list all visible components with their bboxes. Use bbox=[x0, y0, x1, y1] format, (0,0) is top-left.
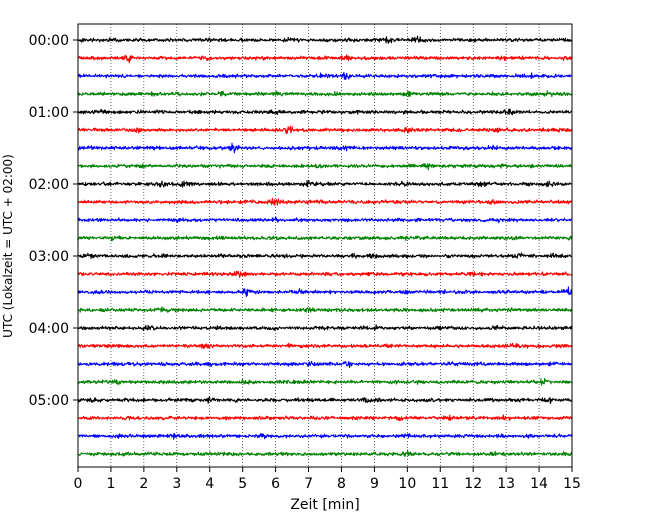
plot-frame bbox=[77, 23, 573, 468]
trace-line bbox=[77, 125, 573, 135]
x-tick-label: 13 bbox=[497, 476, 515, 492]
x-tick-label: 12 bbox=[464, 476, 482, 492]
x-tick-label: 2 bbox=[139, 476, 148, 492]
x-tick-label: 3 bbox=[172, 476, 181, 492]
trace-line bbox=[77, 216, 573, 224]
x-tick-label: 11 bbox=[431, 476, 449, 492]
y-tick-label: 05:00 bbox=[29, 393, 69, 409]
x-tick-label: 10 bbox=[398, 476, 416, 492]
y-tick-label: 04:00 bbox=[29, 321, 69, 337]
x-tick-label: 15 bbox=[563, 476, 581, 492]
vertical-grid bbox=[110, 24, 540, 467]
trace-line bbox=[77, 324, 573, 332]
x-tick-label: 14 bbox=[530, 476, 548, 492]
x-tick-label: 7 bbox=[304, 476, 313, 492]
x-tick-label: 8 bbox=[337, 476, 346, 492]
x-tick-label: 0 bbox=[74, 476, 83, 492]
plot-background bbox=[78, 24, 572, 467]
trace-line bbox=[77, 449, 573, 458]
y-axis-label: UTC (Lokalzeit = UTC + 02:00) bbox=[1, 154, 15, 338]
x-tick-label: 9 bbox=[370, 476, 379, 492]
x-tick-label: 1 bbox=[106, 476, 115, 492]
y-axis-ticks: 00:00 01:00 02:00 03:00 04:00 05:00 bbox=[29, 33, 78, 409]
trace-line bbox=[77, 306, 573, 313]
y-tick-label: 01:00 bbox=[29, 105, 69, 121]
trace-line bbox=[77, 142, 573, 154]
y-tick-label: 00:00 bbox=[29, 33, 69, 49]
trace-line bbox=[77, 90, 573, 98]
trace-line bbox=[77, 396, 573, 405]
trace-line bbox=[77, 108, 573, 116]
trace-line bbox=[77, 252, 573, 260]
y-tick-label: 03:00 bbox=[29, 249, 69, 265]
trace-line bbox=[77, 35, 573, 44]
trace-group bbox=[77, 35, 573, 458]
trace-line bbox=[77, 270, 573, 278]
trace-line bbox=[77, 377, 573, 386]
trace-line bbox=[77, 179, 573, 188]
x-tick-label: 4 bbox=[205, 476, 214, 492]
trace-line bbox=[77, 197, 573, 206]
trace-line bbox=[77, 286, 573, 298]
x-tick-label: 6 bbox=[271, 476, 280, 492]
trace-line bbox=[77, 414, 573, 422]
trace-line bbox=[77, 235, 573, 242]
trace-line bbox=[77, 342, 573, 350]
trace-line bbox=[77, 432, 573, 440]
trace-line bbox=[77, 162, 573, 171]
trace-line bbox=[77, 71, 573, 81]
x-axis-label: Zeit [min] bbox=[290, 497, 359, 513]
trace-line bbox=[77, 54, 573, 64]
trace-line bbox=[77, 360, 573, 369]
x-tick-label: 5 bbox=[238, 476, 247, 492]
y-tick-label: 02:00 bbox=[29, 177, 69, 193]
x-axis-ticks: 0 1 2 3 4 5 6 7 8 9 10 11 12 13 14 15 bbox=[74, 467, 581, 492]
